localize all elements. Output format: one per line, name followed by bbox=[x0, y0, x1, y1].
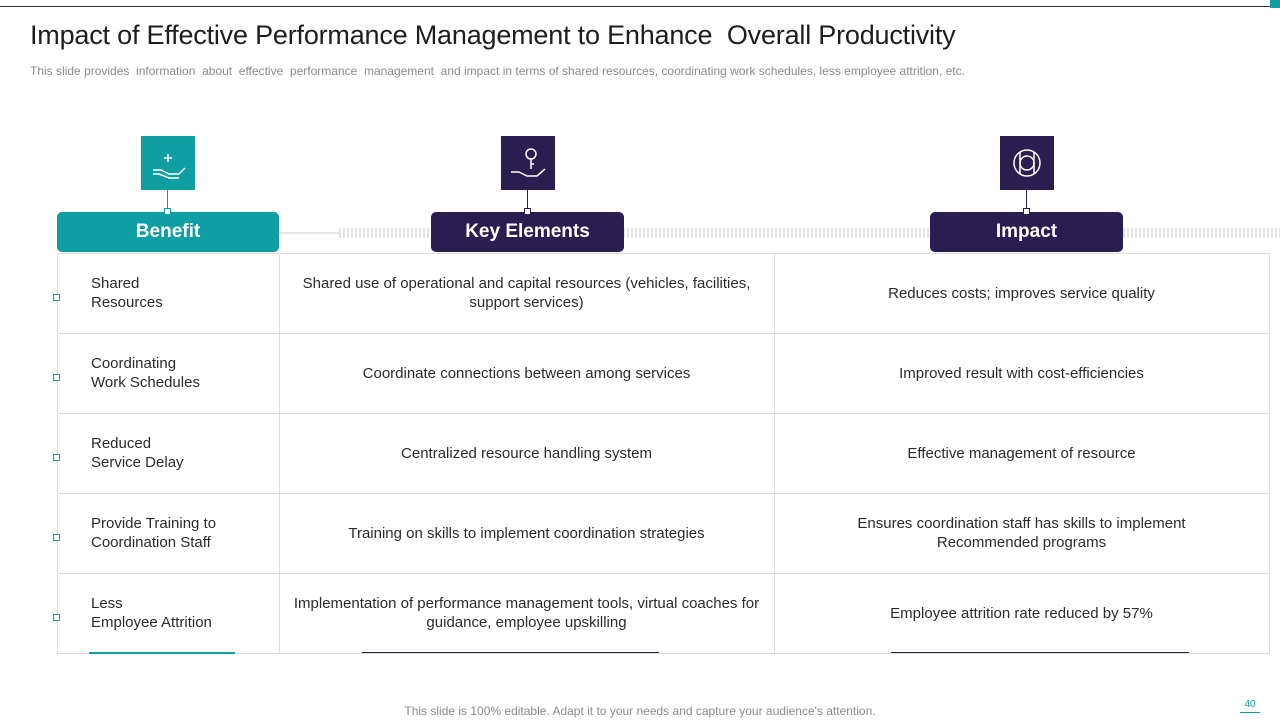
table-cell: Shared use of operational and capital re… bbox=[302, 275, 751, 311]
row-bullet bbox=[53, 374, 60, 381]
dashed-band bbox=[279, 228, 1280, 238]
table-cell: Reduces costs; improves service quality bbox=[888, 284, 1155, 302]
row-bullet bbox=[53, 294, 60, 301]
footer-note: This slide is 100% editable. Adapt it to… bbox=[404, 704, 876, 718]
row-line bbox=[57, 253, 1270, 254]
grid-line bbox=[279, 253, 280, 653]
benefit-cell: Reduced Service Delay bbox=[91, 435, 184, 471]
key-icon bbox=[501, 136, 555, 190]
column-header: Impact bbox=[930, 212, 1123, 252]
row-bullet bbox=[53, 454, 60, 461]
title: Impact of Effective Performance Manageme… bbox=[30, 20, 956, 50]
subtitle: This slide provides information about ef… bbox=[30, 64, 965, 78]
connector bbox=[527, 190, 528, 212]
row-line bbox=[57, 413, 1270, 414]
row-line bbox=[57, 493, 1270, 494]
table-cell: Improved result with cost-efficiencies bbox=[899, 364, 1144, 382]
benefit-cell: Coordinating Work Schedules bbox=[91, 355, 200, 391]
column-header: Key Elements bbox=[431, 212, 624, 252]
connector bbox=[167, 190, 168, 212]
grid-line bbox=[774, 253, 775, 653]
column-header: Benefit bbox=[57, 212, 279, 252]
grid-line bbox=[1269, 253, 1270, 653]
connector-dot bbox=[1023, 208, 1030, 215]
table-cell: Coordinate connections between among ser… bbox=[362, 364, 691, 382]
row-line bbox=[57, 333, 1270, 334]
connector bbox=[1026, 190, 1027, 212]
row-line bbox=[57, 573, 1270, 574]
benefit-cell: Provide Training to Coordination Staff bbox=[91, 515, 217, 551]
row-line bbox=[57, 653, 1270, 654]
table-cell: Centralized resource handling system bbox=[401, 444, 652, 462]
corner-accent bbox=[1270, 0, 1280, 8]
connector-dot bbox=[164, 208, 171, 215]
table-cell: Effective management of resource bbox=[907, 444, 1136, 462]
impact-icon bbox=[1000, 136, 1054, 190]
benefit-cell: Shared Resources bbox=[91, 275, 163, 311]
grid-line bbox=[57, 253, 58, 653]
top-rule bbox=[0, 6, 1270, 7]
row-bullet bbox=[53, 534, 60, 541]
table-cell: Ensures coordination staff has skills to… bbox=[857, 515, 1186, 551]
accent-line bbox=[362, 652, 659, 653]
table-cell: Employee attrition rate reduced by 57% bbox=[890, 604, 1153, 622]
accent-line bbox=[89, 652, 235, 654]
benefit-cell: Less Employee Attrition bbox=[91, 595, 212, 631]
connector-dot bbox=[524, 208, 531, 215]
benefit-icon bbox=[141, 136, 195, 190]
table-cell: Training on skills to implement coordina… bbox=[348, 524, 705, 542]
table-cell: Implementation of performance management… bbox=[293, 595, 760, 631]
page-number: 40 bbox=[1240, 699, 1260, 713]
row-bullet bbox=[53, 614, 60, 621]
accent-line bbox=[891, 652, 1189, 653]
